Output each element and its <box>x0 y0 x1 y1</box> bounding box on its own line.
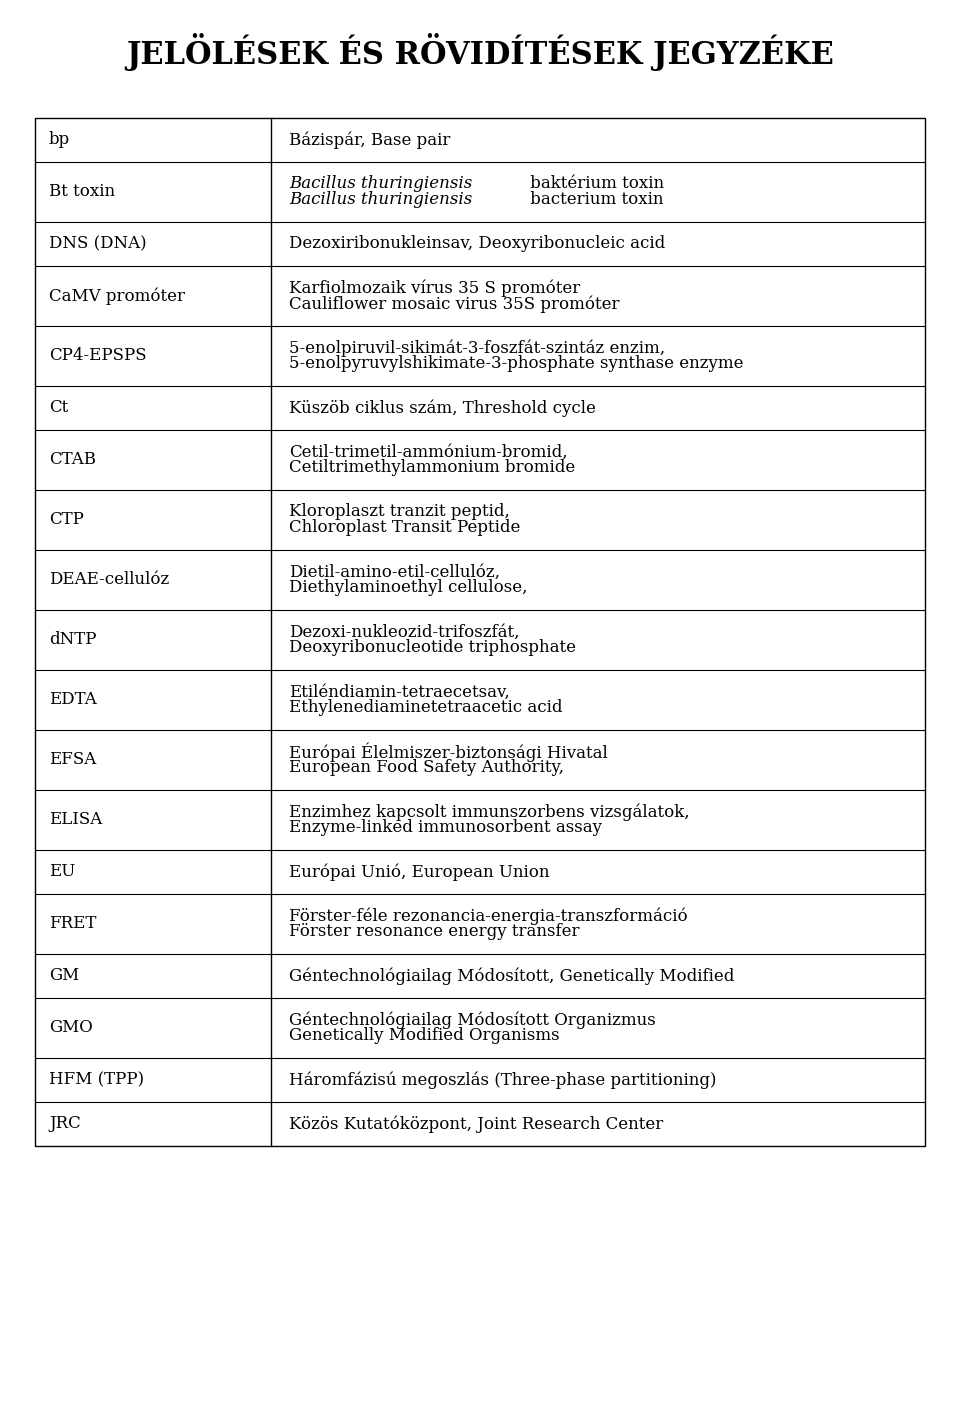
Text: Közös Kutatóközpont, Joint Research Center: Közös Kutatóközpont, Joint Research Cent… <box>289 1115 663 1132</box>
Text: JELÖLÉSEK ÉS RÖVIDÍTÉSEK JEGYZÉKE: JELÖLÉSEK ÉS RÖVIDÍTÉSEK JEGYZÉKE <box>126 33 834 71</box>
Text: Bázispár, Base pair: Bázispár, Base pair <box>289 131 450 148</box>
Text: EU: EU <box>49 864 75 880</box>
Text: Kloroplaszt tranzit peptid,: Kloroplaszt tranzit peptid, <box>289 503 510 520</box>
Text: Bt toxin: Bt toxin <box>49 184 115 201</box>
Text: European Food Safety Authority,: European Food Safety Authority, <box>289 760 564 777</box>
Text: Dezoxiribonukleinsav, Deoxyribonucleic acid: Dezoxiribonukleinsav, Deoxyribonucleic a… <box>289 235 665 252</box>
Text: Európai Élelmiszer-biztonsági Hivatal: Európai Élelmiszer-biztonsági Hivatal <box>289 743 608 761</box>
Text: HFM (TPP): HFM (TPP) <box>49 1071 144 1088</box>
Text: Enzimhez kapcsolt immunszorbens vizsgálatok,: Enzimhez kapcsolt immunszorbens vizsgála… <box>289 803 689 821</box>
Text: 5-enolpyruvylshikimate-3-phosphate synthase enzyme: 5-enolpyruvylshikimate-3-phosphate synth… <box>289 355 743 372</box>
Text: CP4-EPSPS: CP4-EPSPS <box>49 348 147 365</box>
Text: Dezoxi-nukleozid-trifoszfát,: Dezoxi-nukleozid-trifoszfát, <box>289 623 519 640</box>
Text: Bacillus thuringiensis: Bacillus thuringiensis <box>289 191 472 208</box>
Text: Cauliflower mosaic virus 35S promóter: Cauliflower mosaic virus 35S promóter <box>289 295 619 312</box>
Text: Ethylenediaminetetraacetic acid: Ethylenediaminetetraacetic acid <box>289 700 563 716</box>
Text: dNTP: dNTP <box>49 632 97 649</box>
Text: bp: bp <box>49 131 70 148</box>
Text: GMO: GMO <box>49 1020 93 1037</box>
Text: Európai Unió, European Union: Európai Unió, European Union <box>289 863 549 881</box>
Text: Deoxyribonucleotide triphosphate: Deoxyribonucleotide triphosphate <box>289 639 576 656</box>
Text: Förster-féle rezonancia-energia-transzformáció: Förster-féle rezonancia-energia-transzfo… <box>289 907 687 924</box>
Text: Géntechnológiailag Módosított, Genetically Modified: Géntechnológiailag Módosított, Genetical… <box>289 967 734 985</box>
Text: 5-enolpiruvil-sikimát-3-foszfát-szintáz enzim,: 5-enolpiruvil-sikimát-3-foszfát-szintáz … <box>289 339 665 356</box>
Text: bacterium toxin: bacterium toxin <box>525 191 663 208</box>
Text: Dietil-amino-etil-cellulóz,: Dietil-amino-etil-cellulóz, <box>289 563 500 580</box>
Text: Förster resonance energy transfer: Förster resonance energy transfer <box>289 924 579 941</box>
Text: Háromfázisú megoszlás (Three-phase partitioning): Háromfázisú megoszlás (Three-phase parti… <box>289 1071 716 1088</box>
Text: baktérium toxin: baktérium toxin <box>525 175 664 193</box>
Text: FRET: FRET <box>49 915 96 933</box>
Text: CTP: CTP <box>49 512 84 529</box>
Text: DNS (DNA): DNS (DNA) <box>49 235 147 252</box>
Text: Genetically Modified Organisms: Genetically Modified Organisms <box>289 1028 560 1044</box>
Text: EFSA: EFSA <box>49 752 96 769</box>
Text: DEAE-cellulóz: DEAE-cellulóz <box>49 572 169 589</box>
Text: EDTA: EDTA <box>49 692 97 709</box>
Text: Küszöb ciklus szám, Threshold cycle: Küszöb ciklus szám, Threshold cycle <box>289 399 596 416</box>
Bar <box>35 118 925 1147</box>
Text: JRC: JRC <box>49 1115 81 1132</box>
Text: ELISA: ELISA <box>49 811 103 829</box>
Text: Etiléndiamin-tetraecetsav,: Etiléndiamin-tetraecetsav, <box>289 683 510 700</box>
Text: CTAB: CTAB <box>49 452 96 469</box>
Text: Karfiolmozaik vírus 35 S promóter: Karfiolmozaik vírus 35 S promóter <box>289 279 580 297</box>
Text: Bacillus thuringiensis: Bacillus thuringiensis <box>289 175 472 193</box>
Text: Ct: Ct <box>49 399 68 416</box>
Text: Géntechnológiailag Módosított Organizmus: Géntechnológiailag Módosított Organizmus <box>289 1011 656 1028</box>
Text: Chloroplast Transit Peptide: Chloroplast Transit Peptide <box>289 519 520 536</box>
Text: Enzyme-linked immunosorbent assay: Enzyme-linked immunosorbent assay <box>289 820 602 837</box>
Text: GM: GM <box>49 967 80 984</box>
Text: CaMV promóter: CaMV promóter <box>49 287 185 305</box>
Text: Cetil-trimetil-ammónium-bromid,: Cetil-trimetil-ammónium-bromid, <box>289 443 567 461</box>
Text: Diethylaminoethyl cellulose,: Diethylaminoethyl cellulose, <box>289 579 527 596</box>
Text: Cetiltrimethylammonium bromide: Cetiltrimethylammonium bromide <box>289 459 575 476</box>
